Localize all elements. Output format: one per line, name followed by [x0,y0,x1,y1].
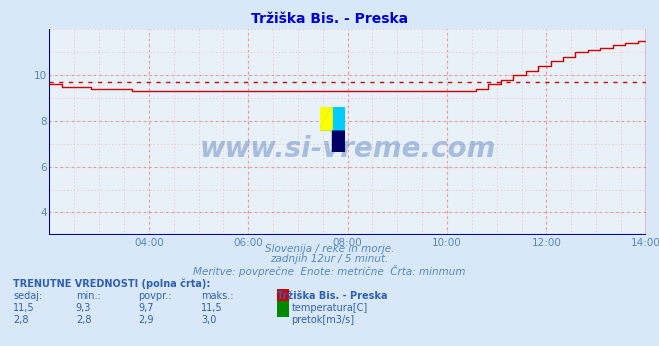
Text: pretok[m3/s]: pretok[m3/s] [291,315,355,325]
Text: 2,9: 2,9 [138,315,154,325]
Polygon shape [320,107,332,130]
Text: 11,5: 11,5 [13,303,35,313]
Text: zadnjih 12ur / 5 minut.: zadnjih 12ur / 5 minut. [270,254,389,264]
Text: maks.:: maks.: [201,291,233,301]
Text: sedaj:: sedaj: [13,291,42,301]
Text: min.:: min.: [76,291,101,301]
Text: 2,8: 2,8 [76,315,92,325]
Text: TRENUTNE VREDNOSTI (polna črta):: TRENUTNE VREDNOSTI (polna črta): [13,279,211,289]
Text: temperatura[C]: temperatura[C] [291,303,368,313]
Text: Meritve: povprečne  Enote: metrične  Črta: minmum: Meritve: povprečne Enote: metrične Črta:… [193,265,466,277]
Text: 3,0: 3,0 [201,315,216,325]
Text: povpr.:: povpr.: [138,291,172,301]
Text: 9,7: 9,7 [138,303,154,313]
Text: Tržiška Bis. - Preska: Tržiška Bis. - Preska [277,291,387,301]
Text: Tržiška Bis. - Preska: Tržiška Bis. - Preska [251,12,408,26]
Text: 11,5: 11,5 [201,303,223,313]
Text: 2,8: 2,8 [13,315,29,325]
Text: 9,3: 9,3 [76,303,91,313]
Polygon shape [320,107,332,130]
Polygon shape [332,130,345,152]
Polygon shape [320,107,345,130]
Text: www.si-vreme.com: www.si-vreme.com [200,135,496,163]
Text: Slovenija / reke in morje.: Slovenija / reke in morje. [265,244,394,254]
Polygon shape [332,107,345,130]
